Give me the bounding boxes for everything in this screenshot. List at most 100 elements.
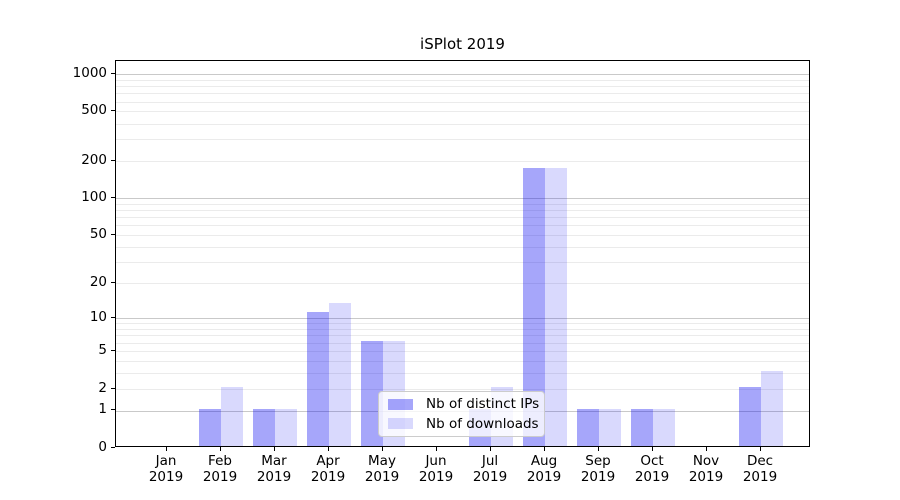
y-tick-mark <box>111 388 115 389</box>
x-tick-mark <box>274 447 275 451</box>
x-tick-mark <box>220 447 221 451</box>
minor-gridline <box>116 203 809 205</box>
plot-area <box>115 60 810 447</box>
chart-title: iSPlot 2019 <box>420 35 505 53</box>
y-tick-label: 50 <box>89 226 107 243</box>
bar-aug-downloads <box>545 167 567 446</box>
x-tick-mark <box>490 447 491 451</box>
x-tick-mark <box>328 447 329 451</box>
minor-gridline <box>116 101 809 103</box>
y-tick-label: 200 <box>81 151 107 168</box>
y-tick-mark <box>111 234 115 235</box>
x-tick-year: 2019 <box>202 469 238 485</box>
y-tick-mark <box>111 317 115 318</box>
x-tick-label: Jul 2019 <box>460 453 520 485</box>
x-tick-mark <box>760 447 761 451</box>
minor-gridline <box>116 139 809 140</box>
minor-gridline <box>116 323 809 325</box>
x-tick-year: 2019 <box>472 469 508 485</box>
x-tick-year: 2019 <box>742 469 778 485</box>
minor-gridline <box>116 351 809 352</box>
bar-mar-downloads <box>275 408 297 446</box>
x-tick-label: Sep 2019 <box>568 453 628 485</box>
bar-feb-distinct-ips <box>199 408 221 446</box>
x-tick-label: Aug 2019 <box>514 453 574 485</box>
legend: Nb of distinct IPs Nb of downloads <box>378 391 545 437</box>
y-tick-label: 100 <box>81 189 107 206</box>
legend-swatch-distinct-ips <box>388 398 413 410</box>
x-tick-label: Jun 2019 <box>406 453 466 485</box>
minor-gridline <box>116 342 809 344</box>
x-tick-mark <box>436 447 437 451</box>
minor-gridline <box>116 283 809 285</box>
x-tick-year: 2019 <box>688 469 724 485</box>
minor-gridline <box>116 217 809 219</box>
x-tick-mark <box>706 447 707 451</box>
minor-gridline <box>116 235 809 237</box>
bar-oct-downloads <box>653 408 675 446</box>
x-tick-mark <box>166 447 167 451</box>
bar-may-distinct-ips <box>361 340 383 446</box>
x-tick-label: Jan 2019 <box>136 453 196 485</box>
bar-dec-downloads <box>761 370 783 446</box>
legend-label-downloads: Nb of downloads <box>426 415 539 432</box>
x-tick-label: Mar 2019 <box>244 453 304 485</box>
y-tick-mark <box>111 110 115 111</box>
y-tick-mark <box>111 160 115 161</box>
minor-gridline <box>116 335 809 337</box>
x-tick-mark <box>382 447 383 451</box>
bar-feb-downloads <box>221 386 243 446</box>
x-tick-label: Apr 2019 <box>298 453 358 485</box>
x-tick-year: 2019 <box>256 469 292 485</box>
minor-gridline <box>116 93 809 95</box>
x-tick-year: 2019 <box>364 469 400 485</box>
major-gridline <box>116 318 809 320</box>
y-tick-label: 10 <box>89 309 107 326</box>
bar-apr-downloads <box>329 303 351 446</box>
x-tick-year: 2019 <box>148 469 184 485</box>
legend-label-distinct-ips: Nb of distinct IPs <box>426 396 540 413</box>
y-tick-mark <box>111 350 115 351</box>
minor-gridline <box>116 388 809 390</box>
x-tick-label: Oct 2019 <box>622 453 682 485</box>
minor-gridline <box>116 225 809 227</box>
legend-item-distinct-ips: Nb of distinct IPs <box>388 396 539 413</box>
bar-sep-downloads <box>599 408 621 446</box>
y-tick-label: 20 <box>89 274 107 291</box>
x-tick-mark <box>598 447 599 451</box>
y-tick-mark <box>111 197 115 198</box>
y-tick-label: 2 <box>98 379 107 396</box>
y-tick-mark <box>111 73 115 74</box>
legend-swatch-downloads <box>388 418 413 430</box>
minor-gridline <box>116 360 809 362</box>
x-tick-label: Dec 2019 <box>730 453 790 485</box>
bar-aug-distinct-ips <box>523 167 545 446</box>
minor-gridline <box>116 372 809 374</box>
minor-gridline <box>116 79 809 81</box>
bar-oct-distinct-ips <box>631 408 653 446</box>
minor-gridline <box>116 329 809 330</box>
x-tick-year: 2019 <box>634 469 670 485</box>
major-gridline <box>116 198 809 200</box>
y-tick-label: 1 <box>98 401 107 418</box>
bar-mar-distinct-ips <box>253 408 275 446</box>
major-gridline <box>116 73 809 75</box>
x-tick-year: 2019 <box>310 469 346 485</box>
bar-dec-distinct-ips <box>739 386 761 446</box>
bar-sep-distinct-ips <box>577 408 599 446</box>
minor-gridline <box>116 246 809 248</box>
minor-gridline <box>116 111 809 113</box>
minor-gridline <box>116 123 809 125</box>
minor-gridline <box>116 262 809 264</box>
x-tick-mark <box>652 447 653 451</box>
y-tick-label: 0 <box>98 439 107 455</box>
y-tick-label: 5 <box>98 341 107 358</box>
x-tick-label: May 2019 <box>352 453 412 485</box>
minor-gridline <box>116 210 809 212</box>
y-tick-mark <box>111 282 115 283</box>
bar-apr-distinct-ips <box>307 311 329 446</box>
y-tick-mark <box>111 409 115 410</box>
x-tick-mark <box>544 447 545 451</box>
x-tick-label: Nov 2019 <box>676 453 736 485</box>
